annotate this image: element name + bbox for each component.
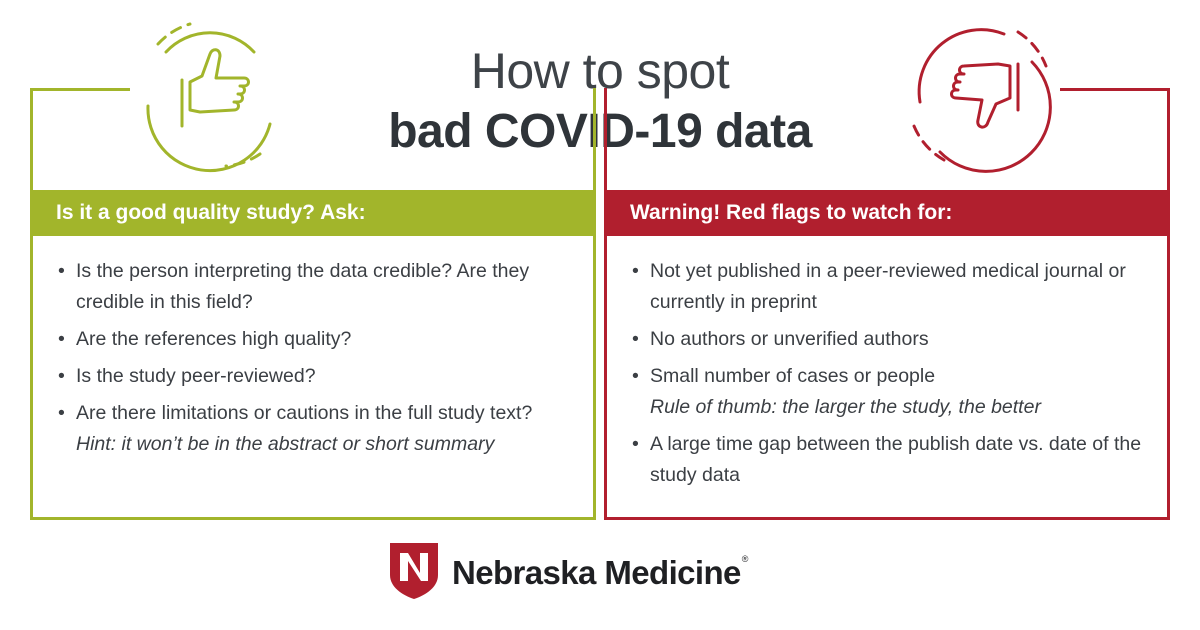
bullet-icon: • — [58, 402, 65, 424]
logo-trademark: ® — [741, 554, 749, 564]
list-item: • Small number of cases or people Rule o… — [630, 361, 1160, 423]
nebraska-medicine-logo: Nebraska Medicine® — [386, 542, 748, 604]
list-item: • No authors or unverified authors — [630, 324, 1160, 355]
list-item-hint: Rule of thumb: the larger the study, the… — [650, 396, 1041, 418]
thumbs-up-icon — [130, 14, 290, 174]
list-item-hint: Hint: it won’t be in the abstract or sho… — [76, 433, 495, 455]
good-panel-top-rule — [30, 88, 170, 91]
bullet-icon: • — [632, 328, 639, 350]
page-title-line-1: How to spot — [470, 43, 730, 99]
red-flags-list: • Not yet published in a peer-reviewed m… — [630, 256, 1160, 497]
list-item-text: Is the study peer-reviewed? — [76, 365, 316, 387]
red-panel-top-rule — [1030, 88, 1170, 91]
thumbs-down-icon — [900, 14, 1060, 174]
logo-wordmark: Nebraska Medicine — [452, 554, 741, 591]
list-item-text: Are the references high quality? — [76, 328, 352, 350]
page-title-line-2: bad COVID-19 data — [388, 105, 812, 158]
list-item-text: Are there limitations or cautions in the… — [76, 402, 533, 424]
red-panel-heading: Warning! Red flags to watch for: — [604, 190, 1170, 236]
good-study-questions-list: • Is the person interpreting the data cr… — [56, 256, 586, 466]
bullet-icon: • — [58, 328, 65, 350]
list-item: • Not yet published in a peer-reviewed m… — [630, 256, 1160, 318]
list-item-text: Small number of cases or people — [650, 365, 936, 387]
list-item-text: Not yet published in a peer-reviewed med… — [650, 260, 1126, 313]
red-flags-panel — [604, 88, 1170, 520]
bullet-icon: • — [632, 365, 639, 387]
good-study-panel — [30, 88, 596, 520]
bullet-icon: • — [58, 260, 65, 282]
bullet-icon: • — [58, 365, 65, 387]
good-panel-heading: Is it a good quality study? Ask: — [30, 190, 596, 236]
nebraska-n-shield-icon — [386, 541, 442, 606]
list-item-text: Is the person interpreting the data cred… — [76, 260, 530, 313]
list-item-text: No authors or unverified authors — [650, 328, 929, 350]
list-item: • A large time gap between the publish d… — [630, 429, 1160, 491]
list-item-text: A large time gap between the publish dat… — [650, 433, 1142, 486]
list-item: • Is the person interpreting the data cr… — [56, 256, 586, 318]
bullet-icon: • — [632, 260, 639, 282]
bullet-icon: • — [632, 433, 639, 455]
list-item: • Are the references high quality? — [56, 324, 586, 355]
list-item: • Are there limitations or cautions in t… — [56, 398, 586, 460]
list-item: • Is the study peer-reviewed? — [56, 361, 586, 392]
